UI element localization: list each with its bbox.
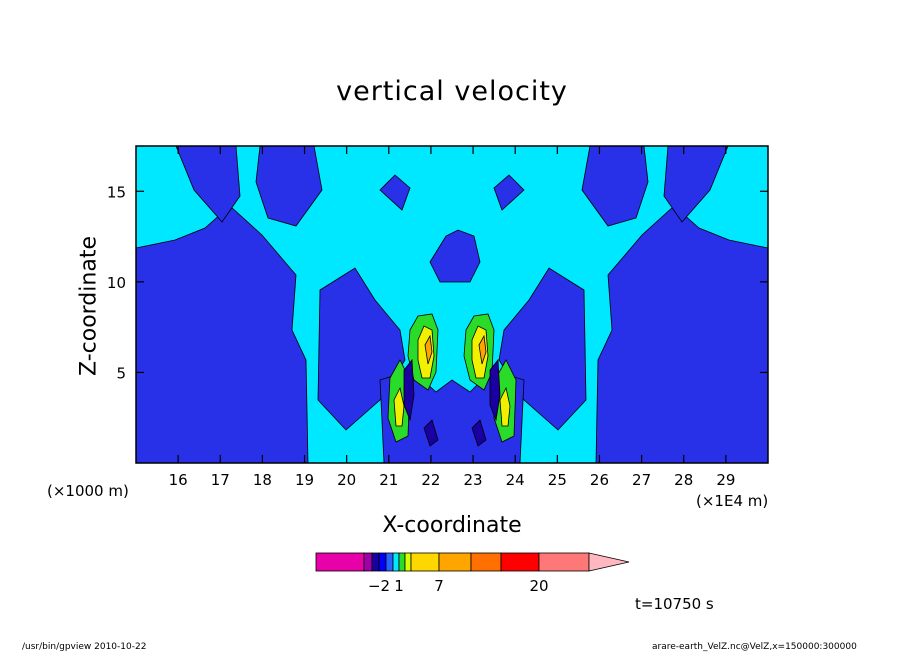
x-tick-label: 23 — [464, 471, 483, 489]
colorbar-segment — [371, 552, 380, 572]
y-tick-label: 5 — [116, 364, 126, 382]
footer-command: /usr/bin/gpview 2010-10-22 — [22, 642, 147, 652]
y-tick-label: 10 — [107, 274, 126, 292]
colorbar-tick-label: 1 — [394, 577, 404, 595]
x-tick-label: 24 — [506, 471, 525, 489]
x-tick-label: 28 — [674, 471, 693, 489]
x-axis-unit-left: (×1000 m) — [47, 482, 129, 500]
x-tick-label: 26 — [590, 471, 609, 489]
contour-region-down — [493, 174, 525, 211]
axes: 16 17 18 19 20 21 22 23 24 25 26 27 28 29 5 10 15 — [107, 146, 768, 489]
colorbar-segment — [538, 552, 590, 572]
y-tick-label: 15 — [107, 183, 126, 201]
colorbar-tick-label: −2 — [368, 577, 390, 595]
contour-region-down — [429, 229, 481, 283]
contour-field — [135, 145, 769, 464]
chart-title: vertical velocity — [336, 76, 568, 107]
footer-source: arare-earth_VelZ.nc@VelZ,x=150000:300000 — [652, 642, 857, 652]
colorbar-extension-arrow — [588, 552, 630, 572]
time-label: t=10750 s — [635, 595, 714, 613]
x-tick-label: 19 — [295, 471, 314, 489]
contour-region-up_strong — [424, 334, 433, 365]
colorbar-tick-label: 20 — [529, 577, 548, 595]
colorbar-segment — [404, 552, 412, 572]
colorbar-segment — [378, 552, 387, 572]
colorbar-segment — [438, 552, 472, 572]
colorbar-segment — [470, 552, 502, 572]
x-tick-label: 21 — [379, 471, 398, 489]
colorbar-segment — [315, 552, 365, 572]
colorbar-segment — [398, 552, 406, 572]
colorbar-tick-label: 7 — [434, 577, 444, 595]
contour-region-strong_down — [403, 358, 415, 422]
x-tick-label: 25 — [548, 471, 567, 489]
colorbar: −2 1 7 20 — [315, 552, 630, 595]
x-tick-label: 16 — [169, 471, 188, 489]
contour-region-up_strong — [478, 334, 487, 365]
contour-region-up — [393, 386, 405, 427]
colorbar-segment — [410, 552, 440, 572]
x-tick-label: 22 — [421, 471, 440, 489]
x-axis-label: X-coordinate — [382, 513, 522, 538]
x-tick-label: 20 — [337, 471, 356, 489]
plot-frame — [135, 145, 769, 464]
contour-region-strong_down — [471, 419, 487, 447]
x-tick-label: 18 — [253, 471, 272, 489]
x-axis-unit-right: (×1E4 m) — [696, 492, 769, 510]
x-tick-label: 29 — [716, 471, 735, 489]
x-tick-label: 27 — [632, 471, 651, 489]
colorbar-segment — [500, 552, 540, 572]
contour-region-up — [499, 386, 511, 427]
colorbar-segment — [392, 552, 400, 572]
x-tick-label: 17 — [211, 471, 230, 489]
colorbar-segment — [385, 552, 394, 572]
colorbar-segment — [363, 552, 373, 572]
contour-region-strong_down — [489, 358, 501, 422]
contour-region-down — [379, 174, 411, 211]
contour-region-strong_down — [423, 419, 439, 447]
